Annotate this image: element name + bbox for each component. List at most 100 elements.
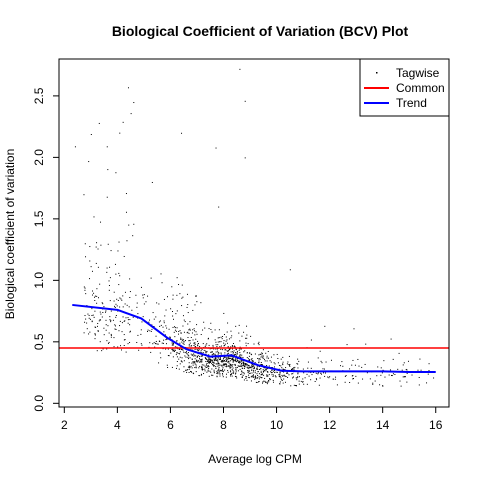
tagwise-point: [269, 360, 271, 362]
tagwise-point: [196, 361, 198, 363]
tagwise-point: [245, 345, 247, 347]
tagwise-point: [187, 337, 189, 339]
tagwise-point: [123, 345, 125, 346]
tagwise-point: [174, 336, 176, 338]
tagwise-point: [107, 342, 109, 344]
tagwise-point: [406, 381, 408, 383]
tagwise-point: [212, 346, 214, 348]
tagwise-point: [294, 385, 296, 387]
tagwise-point: [276, 371, 278, 373]
tagwise-point: [433, 377, 435, 379]
tagwise-point: [163, 339, 165, 341]
tagwise-point: [297, 363, 299, 365]
tagwise-point: [235, 366, 237, 368]
tagwise-point: [217, 357, 219, 359]
tagwise-point: [255, 381, 257, 383]
tagwise-point: [262, 371, 264, 373]
tagwise-point: [173, 349, 175, 351]
tagwise-point: [232, 359, 234, 361]
tagwise-point: [209, 370, 211, 372]
tagwise-point: [217, 369, 219, 371]
tagwise-point: [229, 356, 231, 358]
tagwise-point: [124, 339, 126, 341]
tagwise-point: [213, 365, 215, 367]
tagwise-point: [214, 339, 216, 341]
tagwise-point: [197, 343, 199, 345]
tagwise-point: [105, 324, 107, 326]
tagwise-point: [121, 331, 123, 333]
tagwise-point: [349, 381, 351, 383]
tagwise-point: [218, 371, 220, 373]
x-tick-label: 16: [429, 418, 443, 432]
tagwise-point: [207, 362, 209, 364]
tagwise-point: [183, 371, 185, 373]
tagwise-point: [215, 359, 217, 361]
tagwise-point: [199, 365, 201, 367]
tagwise-point: [230, 371, 232, 373]
tagwise-point: [98, 297, 99, 299]
tagwise-point: [297, 376, 298, 378]
tagwise-point: [207, 366, 209, 368]
tagwise-point: [230, 374, 232, 376]
tagwise-point: [178, 284, 180, 286]
x-tick-label: 6: [167, 418, 174, 432]
tagwise-point: [215, 359, 217, 361]
tagwise-point: [195, 295, 197, 297]
tagwise-point: [234, 346, 236, 348]
tagwise-point: [216, 363, 218, 365]
tagwise-point: [222, 364, 224, 366]
tagwise-point: [190, 345, 192, 347]
tagwise-point: [185, 356, 187, 358]
tagwise-point: [87, 313, 89, 315]
tagwise-point: [165, 343, 167, 345]
tagwise-point: [280, 377, 282, 379]
tagwise-point: [248, 355, 250, 357]
tagwise-point: [209, 360, 211, 362]
tagwise-point: [96, 288, 98, 290]
tagwise-point: [155, 340, 157, 342]
tagwise-point: [180, 332, 182, 334]
tagwise-point: [236, 361, 237, 363]
tagwise-point: [426, 382, 428, 384]
tagwise-point: [388, 374, 390, 376]
tagwise-point: [150, 330, 152, 332]
tagwise-point: [92, 294, 94, 296]
tagwise-point: [211, 374, 213, 376]
tagwise-point: [192, 354, 194, 356]
tagwise-point: [187, 323, 189, 325]
tagwise-point: [166, 296, 168, 298]
tagwise-point: [194, 342, 196, 344]
tagwise-point: [247, 371, 249, 373]
tagwise-point: [226, 366, 228, 368]
tagwise-point: [232, 361, 234, 363]
tagwise-point: [336, 384, 338, 386]
tagwise-point: [86, 328, 88, 330]
tagwise-point: [238, 361, 240, 363]
tagwise-point: [233, 345, 235, 347]
tagwise-point: [280, 365, 282, 367]
tagwise-point: [238, 332, 240, 334]
tagwise-point: [230, 366, 232, 368]
tagwise-point: [156, 302, 158, 304]
tagwise-point: [209, 359, 211, 361]
tagwise-point: [96, 302, 98, 304]
tagwise-point: [239, 356, 241, 358]
tagwise-point: [216, 372, 218, 374]
tagwise-point: [245, 377, 247, 379]
tagwise-point: [420, 369, 422, 371]
tagwise-point: [212, 354, 214, 356]
tagwise-point: [258, 344, 260, 346]
legend-label-tagwise: Tagwise: [396, 66, 440, 80]
tagwise-point: [330, 359, 332, 361]
tagwise-point: [265, 367, 267, 369]
tagwise-point: [199, 361, 201, 363]
tagwise-point: [191, 332, 193, 334]
tagwise-point: [383, 360, 385, 362]
tagwise-point: [118, 241, 120, 243]
tagwise-point: [183, 341, 185, 343]
tagwise-point: [121, 299, 123, 301]
tagwise-point: [186, 371, 188, 373]
tagwise-point: [230, 370, 232, 372]
tagwise-point: [418, 384, 420, 386]
